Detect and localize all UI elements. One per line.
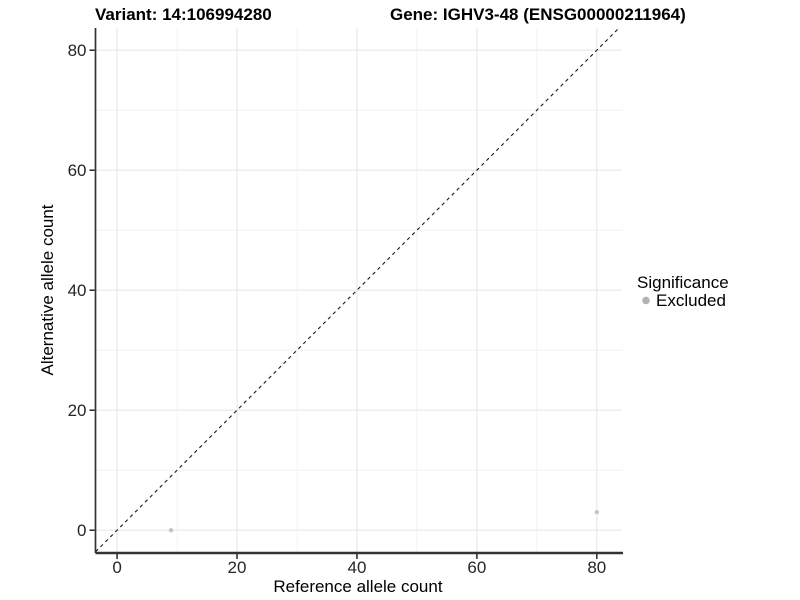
x-tick-label: 80 xyxy=(587,558,606,577)
y-tick-label: 0 xyxy=(77,521,86,540)
identity-line xyxy=(95,27,620,553)
x-tick-label: 0 xyxy=(112,558,121,577)
x-axis-title: Reference allele count xyxy=(273,577,442,596)
legend-key-point-icon xyxy=(642,296,650,305)
data-point xyxy=(594,510,600,515)
variant-title: Variant: 14:106994280 xyxy=(95,5,272,24)
x-tick-label: 60 xyxy=(467,558,486,577)
tick-labels: 0 20 40 60 80 0 20 40 60 80 xyxy=(68,41,607,577)
y-tick-label: 20 xyxy=(68,401,87,420)
legend: Significance Excluded xyxy=(637,273,729,310)
data-point xyxy=(168,528,174,533)
y-tick-label: 80 xyxy=(68,41,87,60)
legend-title: Significance xyxy=(637,273,729,292)
identity-dashed-line xyxy=(95,27,620,553)
y-tick-label: 60 xyxy=(68,161,87,180)
y-tick-label: 40 xyxy=(68,281,87,300)
y-axis-title: Alternative allele count xyxy=(38,204,57,375)
gridlines-major xyxy=(95,28,622,553)
gene-title: Gene: IGHV3-48 (ENSG00000211964) xyxy=(390,5,686,24)
data-points xyxy=(168,510,600,533)
tick-marks xyxy=(89,49,598,559)
legend-item-excluded: Excluded xyxy=(656,291,726,310)
x-tick-label: 20 xyxy=(228,558,247,577)
axis-lines xyxy=(94,28,623,555)
x-tick-label: 40 xyxy=(347,558,366,577)
